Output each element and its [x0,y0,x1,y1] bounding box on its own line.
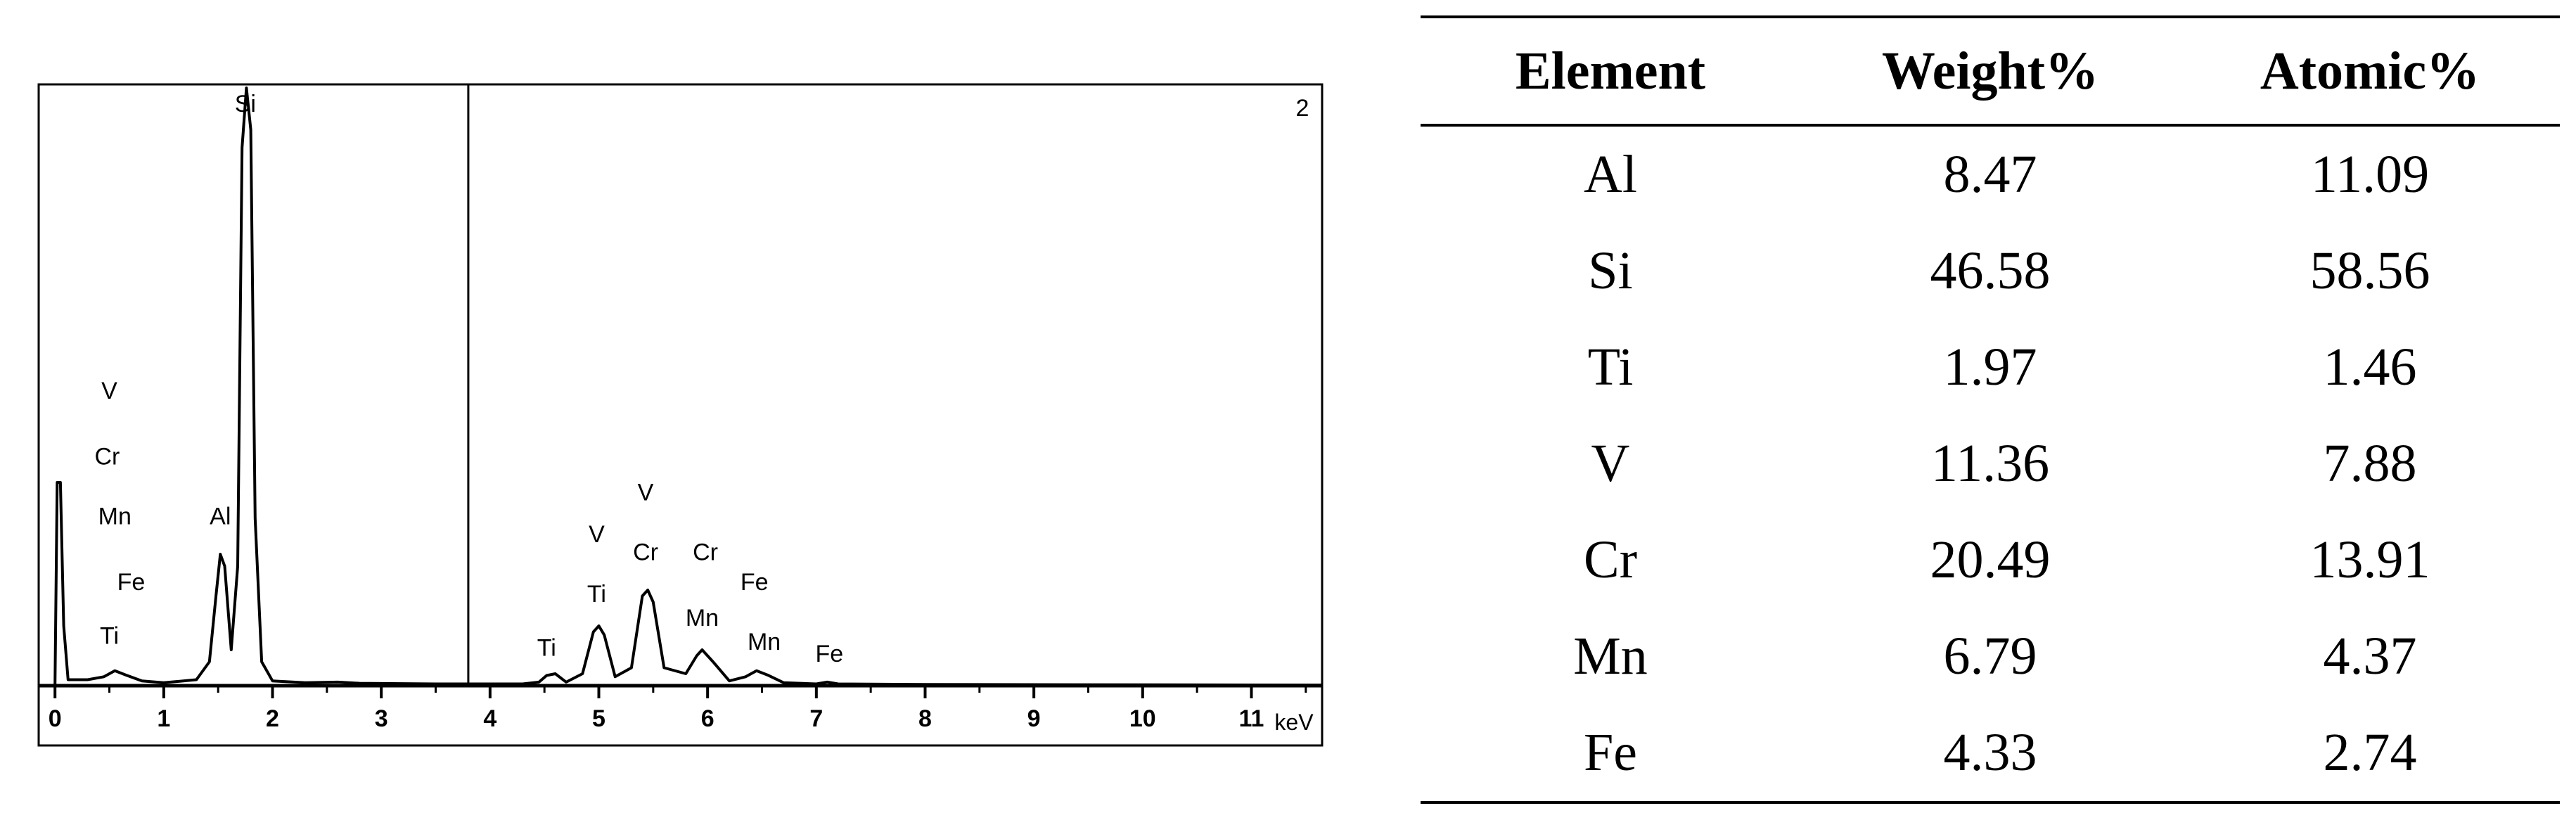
weight-cell: 46.58 [1930,241,2051,300]
peak-label: Ti [587,581,606,608]
header-element: Element [1421,15,1800,127]
peak-label: Mn [98,504,132,530]
atomic-cell: 13.91 [2309,530,2430,589]
peak-label: Fe [816,641,844,667]
table-header-row: Element Weight% Atomic% [1421,15,2560,127]
peak-label: Ti [537,635,556,662]
peak-label: Mn [686,605,719,632]
x-tick-label: 10 [1129,705,1156,732]
atomic-cell: 4.37 [2323,627,2417,686]
peak-label: Mn [748,629,781,655]
element-cell: Cr [1584,530,1637,589]
composition-table: Element Weight% Atomic% Al 8.47 11.09 Si… [1421,15,2560,804]
peak-label: V [101,378,117,404]
spectrum-series [39,87,1323,687]
weight-cell: 1.97 [1943,338,2037,397]
atomic-cell: 58.56 [2309,241,2430,300]
peak-label: Fe [741,569,769,596]
table-row: Mn 6.79 4.37 [1421,608,2560,705]
peak-label: Cr [633,539,658,566]
peak-labels: V Cr Mn Fe Ti Al Si Ti V Ti V Cr Cr Mn Fe Mn Fe [94,91,843,667]
x-tick-label: 9 [1027,705,1041,732]
table-row: Fe 4.33 2.74 [1421,705,2560,804]
atomic-cell: 2.74 [2180,705,2560,804]
peak-label: Cr [693,539,718,566]
x-tick-label: 4 [483,705,496,732]
element-cell: Mn [1573,627,1648,686]
weight-cell: 4.33 [1800,705,2180,804]
table-row: Si 46.58 58.56 [1421,223,2560,319]
x-tick-label: 0 [49,705,62,732]
peak-label: V [589,521,605,548]
element-cell: Fe [1421,705,1800,804]
x-tick-label: 2 [266,705,279,732]
x-tick-label: 1 [157,705,170,732]
table-row: Ti 1.97 1.46 [1421,319,2560,416]
table-row: Al 8.47 11.09 [1421,125,2560,223]
panel-number: 2 [1296,95,1309,122]
peak-label: Cr [94,444,120,470]
atomic-cell: 7.88 [2323,434,2417,493]
header-weight: Weight% [1800,15,2180,127]
weight-cell: 11.36 [1930,434,2050,493]
peak-label: Al [210,504,231,530]
x-tick-label: 6 [701,705,715,732]
element-cell: Si [1588,241,1633,300]
eds-spectrum-chart: 2 keV 0 1 2 3 4 5 6 7 8 9 10 11 VCrMnFeTiAlSiTiVTiV… [37,83,1324,747]
table-row: V 11.36 7.88 [1421,416,2560,512]
peak-label: Ti [100,623,119,650]
element-cell: Al [1584,145,1637,204]
atomic-cell: 1.46 [2323,338,2417,397]
peak-label: Fe [117,569,146,596]
table-row: Cr 20.49 13.91 [1421,512,2560,608]
peak-label: Si [235,91,256,117]
header-atomic: Atomic% [2180,15,2560,127]
weight-cell: 20.49 [1930,530,2051,589]
element-cell: V [1591,434,1630,493]
x-tick-label: 3 [375,705,388,732]
peak-label: V [638,480,654,506]
spectrum-line [39,87,1323,687]
atomic-cell: 11.09 [2310,145,2430,204]
x-tick-label: 7 [809,705,823,732]
x-tick-label: 8 [918,705,932,732]
weight-cell: 6.79 [1943,627,2037,686]
x-tick-label: 5 [592,705,605,732]
x-axis-unit-label: keV [1274,710,1314,735]
x-tick-label: 11 [1238,705,1264,732]
element-cell: Ti [1587,338,1634,397]
weight-cell: 8.47 [1943,145,2037,204]
